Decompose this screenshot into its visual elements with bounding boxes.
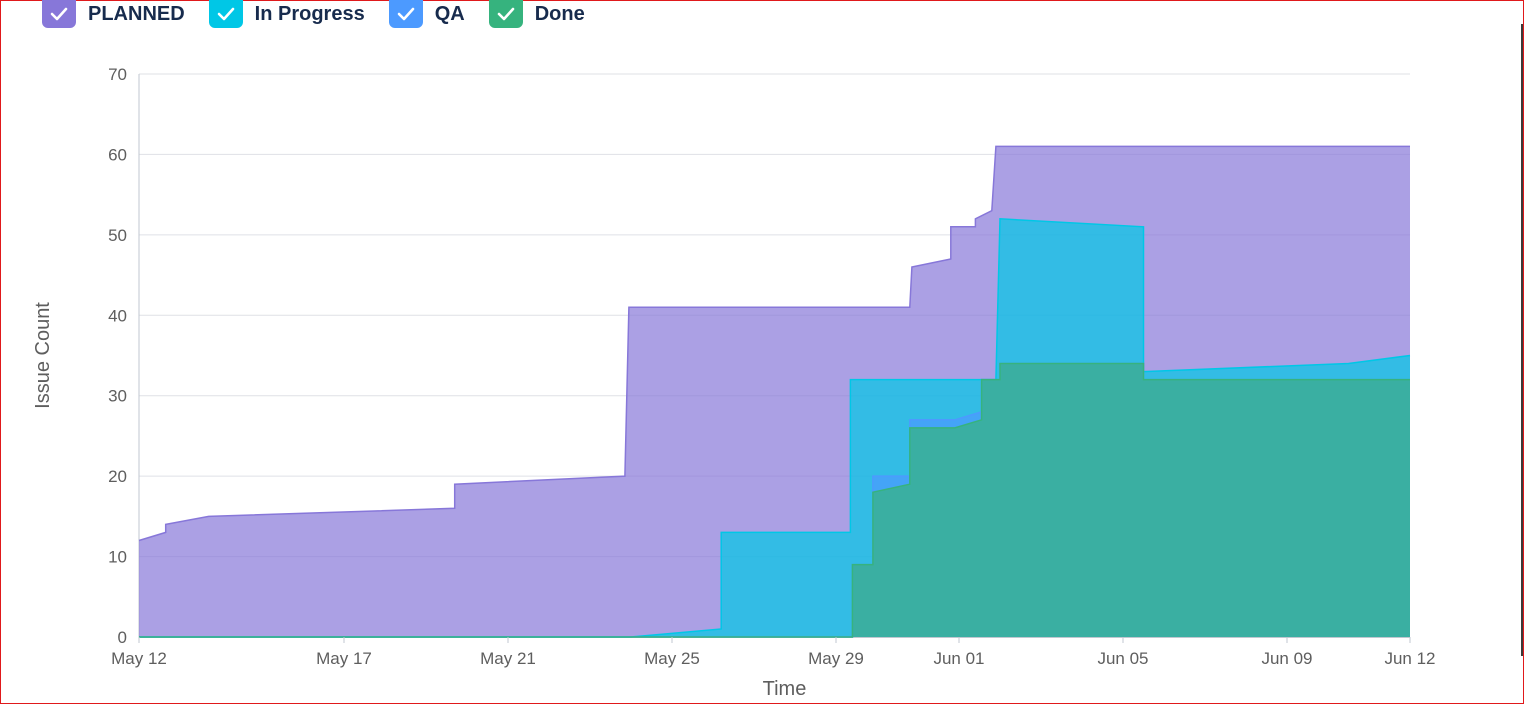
legend-item-planned[interactable]: PLANNED: [42, 0, 185, 28]
y-tick-label: 30: [108, 387, 127, 406]
legend-item-qa[interactable]: QA: [388, 0, 465, 28]
x-tick-label: Jun 12: [1384, 649, 1435, 668]
checkbox-checked-icon[interactable]: [208, 0, 243, 28]
scrollbar[interactable]: [1521, 24, 1523, 656]
x-tick-label: May 17: [316, 649, 372, 668]
y-axis-title: Issue Count: [32, 302, 54, 409]
line-done: [139, 362, 1410, 638]
x-tick-label: May 21: [480, 649, 536, 668]
line-planned: [138, 145, 1410, 542]
y-tick-label: 20: [108, 467, 127, 486]
x-tick-label: Jun 01: [933, 649, 984, 668]
y-tick-label: 40: [108, 306, 127, 325]
checkbox-checked-icon[interactable]: [488, 0, 523, 28]
x-axis-title: Time: [763, 678, 807, 700]
legend-item-done[interactable]: Done: [488, 0, 585, 28]
legend-item-in-progress[interactable]: In Progress: [208, 0, 365, 28]
legend-label: Done: [534, 2, 585, 25]
legend-label: In Progress: [254, 2, 365, 25]
x-tick-label: May 12: [111, 649, 167, 668]
checkbox-checked-icon[interactable]: [388, 0, 423, 28]
y-tick-label: 0: [118, 628, 127, 647]
y-tick-label: 10: [108, 548, 127, 567]
x-tick-label: Jun 05: [1097, 649, 1148, 668]
chart-legend: PLANNED In Progress QA Done: [42, 0, 609, 28]
legend-label: PLANNED: [88, 2, 185, 25]
x-tick-label: May 29: [808, 649, 864, 668]
x-tick-label: May 25: [644, 649, 700, 668]
y-tick-label: 60: [108, 145, 127, 164]
legend-label: QA: [434, 2, 465, 25]
area-done: [139, 363, 1410, 637]
y-tick-label: 50: [108, 226, 127, 245]
y-tick-label: 70: [108, 65, 127, 84]
line-in-progress: [139, 218, 1411, 638]
x-tick-label: Jun 09: [1261, 649, 1312, 668]
checkbox-checked-icon[interactable]: [42, 0, 76, 28]
